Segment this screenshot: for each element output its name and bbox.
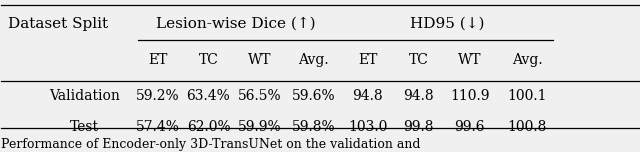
Text: TC: TC bbox=[198, 53, 218, 67]
Text: WT: WT bbox=[458, 53, 481, 67]
Text: Lesion-wise Dice (↑): Lesion-wise Dice (↑) bbox=[156, 17, 316, 31]
Text: Test: Test bbox=[70, 120, 99, 134]
Text: 59.2%: 59.2% bbox=[136, 89, 179, 103]
Text: 59.8%: 59.8% bbox=[292, 120, 335, 134]
Text: 63.4%: 63.4% bbox=[187, 89, 230, 103]
Text: ET: ET bbox=[148, 53, 167, 67]
Text: 94.8: 94.8 bbox=[353, 89, 383, 103]
Text: 100.8: 100.8 bbox=[508, 120, 547, 134]
Text: 59.6%: 59.6% bbox=[292, 89, 335, 103]
Text: 103.0: 103.0 bbox=[348, 120, 387, 134]
Text: 56.5%: 56.5% bbox=[237, 89, 281, 103]
Text: 94.8: 94.8 bbox=[403, 89, 434, 103]
Text: TC: TC bbox=[409, 53, 429, 67]
Text: Avg.: Avg. bbox=[512, 53, 543, 67]
Text: 100.1: 100.1 bbox=[508, 89, 547, 103]
Text: 99.6: 99.6 bbox=[454, 120, 485, 134]
Text: 57.4%: 57.4% bbox=[136, 120, 179, 134]
Text: Dataset Split: Dataset Split bbox=[8, 17, 108, 31]
Text: 59.9%: 59.9% bbox=[237, 120, 281, 134]
Text: 99.8: 99.8 bbox=[403, 120, 434, 134]
Text: WT: WT bbox=[248, 53, 271, 67]
Text: ET: ET bbox=[358, 53, 378, 67]
Text: Validation: Validation bbox=[49, 89, 120, 103]
Text: HD95 (↓): HD95 (↓) bbox=[410, 17, 484, 31]
Text: 62.0%: 62.0% bbox=[187, 120, 230, 134]
Text: Avg.: Avg. bbox=[298, 53, 329, 67]
Text: Performance of Encoder-only 3D-TransUNet on the validation and: Performance of Encoder-only 3D-TransUNet… bbox=[1, 138, 421, 151]
Text: 110.9: 110.9 bbox=[450, 89, 490, 103]
